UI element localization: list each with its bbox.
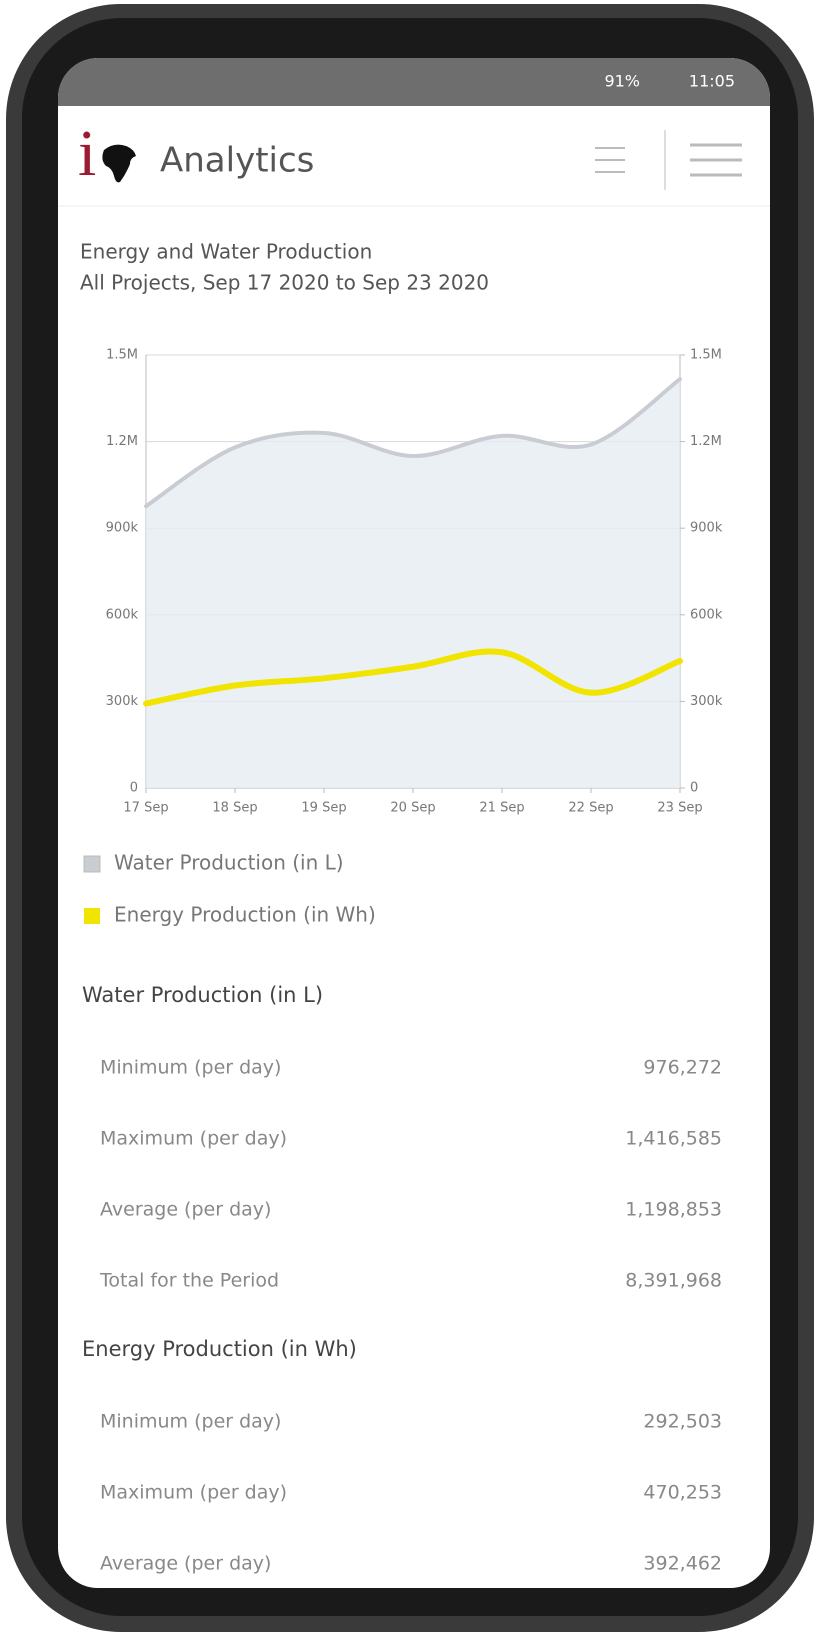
filter-icon[interactable] [595, 147, 625, 173]
y2-tick-label: 0 [690, 781, 698, 796]
stat-label: Minimum (per day) [100, 1411, 281, 1433]
y-tick-label: 0 [130, 781, 138, 796]
y2-tick-label: 1.2M [690, 434, 722, 449]
logo-i: i [78, 117, 96, 190]
stat-label: Minimum (per day) [100, 1057, 281, 1079]
y2-tick-label: 1.5M [690, 348, 722, 363]
y2-tick-label: 600k [690, 607, 723, 622]
app-header [58, 106, 770, 206]
stat-label: Maximum (per day) [100, 1482, 287, 1504]
legend-label: Water Production (in L) [114, 851, 344, 875]
area [146, 379, 680, 788]
y2-tick-label: 300k [690, 694, 723, 709]
stat-label: Average (per day) [100, 1553, 271, 1575]
stat-value: 8,391,968 [625, 1270, 722, 1292]
y-tick-label: 900k [106, 521, 139, 536]
stat-label: Total for the Period [99, 1270, 279, 1292]
x-tick-label: 23 Sep [657, 801, 702, 816]
stat-value: 1,198,853 [625, 1199, 722, 1221]
chart-subtitle: All Projects, Sep 17 2020 to Sep 23 2020 [80, 271, 489, 295]
screen-bg [58, 58, 770, 1588]
chart-title: Energy and Water Production [80, 240, 372, 264]
stat-value: 392,462 [643, 1553, 722, 1575]
series-line [143, 648, 683, 707]
y2-tick-label: 900k [690, 521, 723, 536]
logo-africa [102, 144, 136, 183]
stat-label: Maximum (per day) [100, 1128, 287, 1150]
series-line [144, 377, 682, 509]
stat-value: 976,272 [643, 1057, 722, 1079]
x-tick-label: 21 Sep [479, 801, 524, 816]
legend-swatch [83, 855, 101, 873]
menu-icon[interactable] [690, 143, 742, 177]
y-tick-label: 1.5M [106, 348, 138, 363]
legend-label: Energy Production (in Wh) [114, 903, 376, 927]
x-tick-label: 22 Sep [568, 801, 613, 816]
status-bar [58, 58, 770, 106]
chart: 0 300k 600k 900k 1.2M 1.5M 0 300k 600k 900k 1.2M 1.… [83, 348, 723, 927]
app-title: Analytics [160, 141, 314, 181]
y-tick-label: 600k [106, 607, 139, 622]
stats-heading: Water Production (in L) [82, 983, 323, 1007]
screen: 91% 11:05 i Analytics Energy and Water P… [58, 58, 770, 1588]
clock: 11:05 [689, 72, 735, 91]
x-tick-label: 19 Sep [301, 801, 346, 816]
battery: 91% [604, 72, 640, 91]
y-tick-label: 1.2M [106, 434, 138, 449]
x-tick-label: 18 Sep [212, 801, 257, 816]
y-tick-label: 300k [106, 694, 139, 709]
stat-value: 470,253 [643, 1482, 722, 1504]
x-tick-label: 20 Sep [390, 801, 435, 816]
stat-value: 1,416,585 [625, 1128, 722, 1150]
stat-value: 292,503 [643, 1411, 722, 1433]
stats-heading: Energy Production (in Wh) [82, 1337, 357, 1361]
legend-swatch [84, 908, 100, 924]
stat-label: Average (per day) [100, 1199, 271, 1221]
x-tick-label: 17 Sep [123, 801, 168, 816]
stats: Water Production (in L) Minimum (per day)… [82, 983, 722, 1575]
